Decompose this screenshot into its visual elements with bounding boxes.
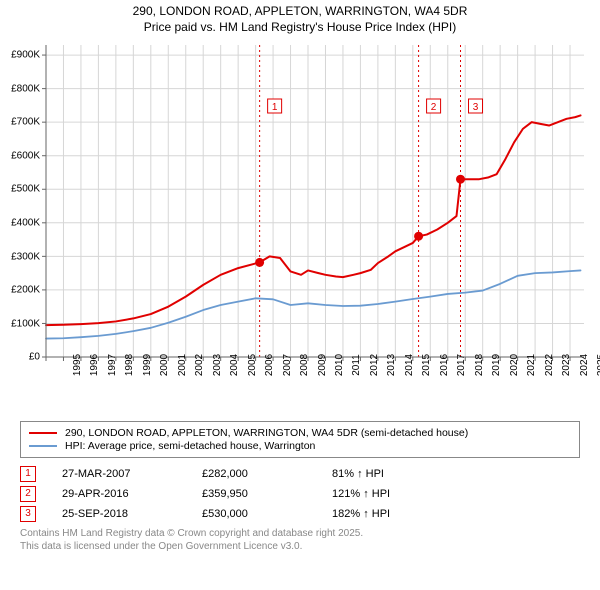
- legend: 290, LONDON ROAD, APPLETON, WARRINGTON, …: [20, 421, 580, 458]
- attribution: Contains HM Land Registry data © Crown c…: [20, 528, 580, 553]
- y-tick-label: £400K: [11, 217, 40, 228]
- y-tick-label: £0: [29, 352, 40, 363]
- legend-label: 290, LONDON ROAD, APPLETON, WARRINGTON, …: [65, 427, 468, 439]
- title-line-1: 290, LONDON ROAD, APPLETON, WARRINGTON, …: [0, 4, 600, 20]
- legend-swatch: [29, 432, 57, 434]
- sale-marker-number: 2: [20, 486, 36, 502]
- chart-title-block: 290, LONDON ROAD, APPLETON, WARRINGTON, …: [0, 0, 600, 35]
- legend-label: HPI: Average price, semi-detached house,…: [65, 440, 315, 452]
- y-tick-label: £900K: [11, 50, 40, 61]
- y-tick-label: £200K: [11, 285, 40, 296]
- sale-marker-number: 1: [20, 466, 36, 482]
- sale-hpi: 182% ↑ HPI: [332, 508, 390, 520]
- y-tick-label: £800K: [11, 83, 40, 94]
- x-tick-labels: 1995199619971998199920002001200220032004…: [0, 365, 600, 415]
- sale-date: 27-MAR-2007: [62, 468, 202, 480]
- svg-text:2: 2: [431, 102, 437, 113]
- sale-marker-number: 3: [20, 506, 36, 522]
- sale-price: £530,000: [202, 508, 332, 520]
- sale-date: 25-SEP-2018: [62, 508, 202, 520]
- sale-price: £359,950: [202, 488, 332, 500]
- sales-table: 1 27-MAR-2007£282,00081% ↑ HPI 2 29-APR-201…: [20, 466, 580, 522]
- y-tick-label: £100K: [11, 318, 40, 329]
- svg-text:1: 1: [272, 102, 278, 113]
- y-tick-label: £600K: [11, 150, 40, 161]
- y-tick-label: £700K: [11, 117, 40, 128]
- svg-text:3: 3: [473, 102, 479, 113]
- sale-date: 29-APR-2016: [62, 488, 202, 500]
- y-tick-label: £300K: [11, 251, 40, 262]
- attribution-line-1: Contains HM Land Registry data © Crown c…: [20, 528, 580, 541]
- legend-item: 290, LONDON ROAD, APPLETON, WARRINGTON, …: [29, 427, 571, 439]
- title-line-2: Price paid vs. HM Land Registry's House …: [0, 20, 600, 36]
- sale-price: £282,000: [202, 468, 332, 480]
- sale-row: 3 25-SEP-2018£530,000182% ↑ HPI: [20, 506, 580, 522]
- sale-row: 1 27-MAR-2007£282,00081% ↑ HPI: [20, 466, 580, 482]
- x-tick-label: 2025: [570, 354, 600, 376]
- y-tick-label: £500K: [11, 184, 40, 195]
- legend-item: HPI: Average price, semi-detached house,…: [29, 440, 571, 452]
- legend-swatch: [29, 445, 57, 447]
- attribution-line-2: This data is licensed under the Open Gov…: [20, 541, 580, 554]
- chart-area: 1 2 3 £0 £100K £200K £300K £400K £500K £600K £700…: [0, 35, 600, 415]
- sale-hpi: 81% ↑ HPI: [332, 468, 384, 480]
- sale-row: 2 29-APR-2016£359,950121% ↑ HPI: [20, 486, 580, 502]
- y-tick-labels: £0 £100K £200K £300K £400K £500K £600K £700K £80…: [0, 35, 40, 415]
- sale-hpi: 121% ↑ HPI: [332, 488, 390, 500]
